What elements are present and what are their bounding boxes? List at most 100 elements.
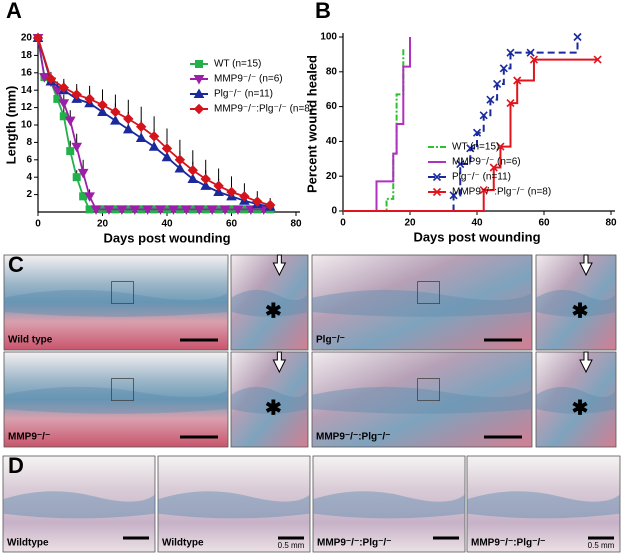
y-tick-label: 16 — [21, 67, 33, 78]
marker — [148, 141, 160, 151]
marker — [239, 191, 250, 202]
marker — [77, 168, 89, 179]
marker — [449, 191, 458, 200]
x-tick-label: 60 — [226, 219, 238, 230]
y-tick-label: 100 — [320, 32, 337, 43]
y-tick-label: 6 — [26, 154, 32, 165]
marker — [84, 93, 95, 105]
panel-label: Wildtype — [7, 538, 49, 549]
panel-label: MMP9⁻/⁻ — [8, 432, 50, 443]
micrograph — [3, 254, 229, 351]
micrograph — [535, 254, 617, 351]
marker — [174, 154, 186, 166]
marker — [174, 162, 186, 173]
tissue-band — [158, 491, 310, 519]
marker — [479, 186, 488, 195]
series-line — [343, 49, 405, 212]
marker — [64, 116, 76, 127]
marker — [206, 205, 218, 215]
legend-label: MMP9⁻/⁻ (n=6) — [452, 157, 521, 168]
marker — [432, 172, 442, 182]
histology: Wild type Plg⁻/⁻ MMP9⁻/⁻ MMP9⁻/⁻:Plg⁻/⁻ ✱ ✱ ✱ ✱… — [2, 252, 621, 553]
marker — [45, 73, 57, 85]
marker — [32, 32, 44, 44]
marker — [135, 132, 147, 143]
y-axis-label: Length (mm) — [3, 86, 18, 165]
marker — [506, 99, 515, 108]
asterisk: ✱ — [572, 300, 589, 322]
series-line — [343, 58, 598, 212]
x-tick-label: 20 — [97, 219, 109, 230]
x-tick-label: 0 — [35, 219, 41, 230]
panel-letter: A — [6, 0, 22, 23]
inset-box — [417, 378, 441, 402]
marker — [168, 205, 179, 215]
tissue-band — [231, 289, 308, 317]
marker — [161, 151, 173, 162]
marker — [97, 99, 108, 111]
x-tick-label: 40 — [471, 218, 483, 229]
marker — [193, 205, 205, 215]
marker — [496, 142, 505, 151]
x-tick-label: 60 — [538, 218, 550, 229]
marker — [213, 180, 224, 192]
marker — [187, 165, 199, 176]
panel-label: MMP9⁻/⁻:Plg⁻/⁻ — [471, 538, 545, 549]
marker — [193, 75, 205, 85]
marker — [200, 173, 211, 185]
legend-label: MMP9⁻/⁻ (n=6) — [214, 74, 283, 85]
marker — [142, 205, 154, 215]
micrograph — [311, 351, 533, 448]
y-tick-label: 0 — [331, 206, 337, 217]
marker — [506, 48, 515, 57]
marker — [103, 205, 115, 215]
micrograph — [466, 455, 621, 553]
marker — [466, 144, 475, 153]
marker — [195, 60, 203, 68]
y-tick-label: 14 — [21, 85, 33, 96]
tissue-band — [3, 491, 155, 519]
marker — [432, 187, 442, 197]
asterisk: ✱ — [265, 397, 282, 419]
arrow — [272, 254, 287, 277]
marker — [59, 112, 68, 121]
micrograph — [230, 254, 309, 351]
marker — [193, 88, 205, 98]
legend-label: Plg⁻/⁻ (n=11) — [452, 172, 511, 183]
tissue-band — [231, 386, 308, 414]
tissue-band — [313, 491, 465, 519]
marker — [513, 76, 522, 85]
panel-label: MMP9⁻/⁻:Plg⁻/⁻ — [317, 538, 391, 549]
x-axis-label: Days post wounding — [413, 229, 540, 244]
marker — [161, 143, 173, 154]
marker — [71, 89, 82, 100]
marker — [90, 205, 102, 215]
marker — [573, 32, 582, 42]
tissue-band — [536, 386, 616, 414]
marker — [129, 205, 141, 215]
micrograph — [311, 254, 533, 351]
marker — [58, 99, 70, 109]
marker — [493, 79, 502, 89]
inset-box — [417, 281, 441, 305]
marker — [529, 55, 539, 64]
y-tick-label: 18 — [21, 50, 33, 61]
marker — [472, 128, 482, 137]
tissue-band — [467, 491, 620, 519]
panel-label: Plg⁻/⁻ — [316, 335, 345, 346]
scale-label: 0.5 mm — [278, 541, 305, 550]
legend-label: MMP9⁻/⁻:Plg⁻/⁻ (n=8) — [452, 187, 551, 198]
marker — [486, 95, 495, 104]
y-tick-label: 60 — [326, 101, 338, 112]
marker — [58, 82, 70, 93]
y-tick-label: 2 — [26, 189, 32, 200]
panel-letter: D — [8, 453, 24, 478]
marker — [593, 55, 602, 64]
y-tick-label: 80 — [326, 66, 338, 77]
marker — [219, 205, 231, 215]
legend-label: Plg⁻/⁻ (n=11) — [214, 89, 273, 100]
marker — [264, 199, 276, 211]
tissue-band — [536, 289, 616, 317]
marker — [116, 205, 128, 215]
marker — [526, 48, 535, 57]
